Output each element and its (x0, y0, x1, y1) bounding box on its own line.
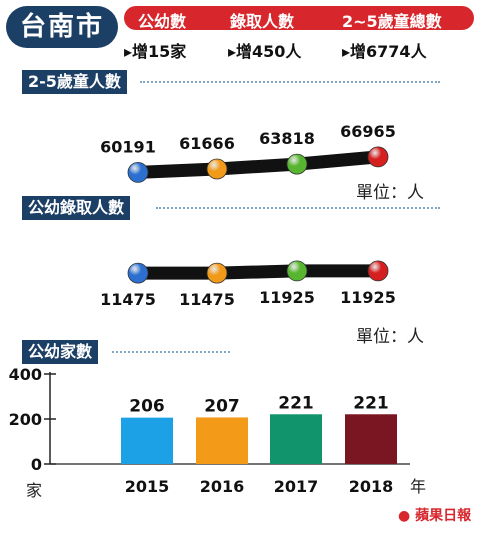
data-point-2017 (286, 153, 308, 175)
data-label-2015: 11475 (100, 290, 156, 309)
bar-value-2015: 206 (129, 397, 165, 417)
bar-2018 (345, 414, 397, 464)
section-enrollment-title: 公幼錄取人數 (22, 196, 131, 220)
unit-label-children: 單位：人 (356, 183, 424, 203)
bar-value-2018: 221 (353, 393, 389, 413)
metric-enrollment: 錄取人數 (230, 12, 295, 31)
apple-icon: ● (398, 508, 411, 524)
section-divider (140, 81, 440, 83)
x-tick-label-2015: 2015 (125, 477, 170, 496)
series-line (131, 264, 385, 280)
bar-value-2016: 207 (204, 396, 240, 416)
metrics-band: 公幼數 錄取人數 2~5歲童總數 (124, 6, 474, 31)
logo-text: 蘋果日報 (415, 508, 472, 524)
data-label-2016: 11475 (179, 290, 235, 309)
data-label-2016: 61666 (179, 134, 235, 153)
data-point-2017 (286, 260, 308, 282)
data-point-2015 (127, 162, 149, 183)
data-point-2018 (367, 260, 389, 282)
data-label-2018: 11925 (340, 288, 396, 307)
x-tick-label-2017: 2017 (274, 477, 319, 496)
unit-label-enrollment: 單位：人 (356, 327, 424, 347)
kindergarten-bar-chart: 0 200 400 206 2015 207 2016 221 2017 221 2018 家 年 (9, 365, 426, 500)
data-label-2018: 66965 (340, 122, 396, 141)
bar-value-2017: 221 (278, 393, 314, 413)
bar-2017 (270, 414, 322, 464)
series-line (131, 150, 385, 179)
y-tick-label: 0 (31, 455, 42, 474)
bar-2015 (121, 417, 173, 464)
change-children: ▸增6774人 (342, 42, 427, 61)
x-tick-label-2018: 2018 (349, 477, 394, 496)
data-label-2017: 11925 (259, 288, 315, 307)
city-badge: 台南市 (6, 6, 118, 48)
y-tick-label: 400 (9, 365, 42, 384)
apple-daily-logo: ● 蘋果日報 (398, 505, 478, 527)
data-point-2016 (206, 262, 228, 284)
section-divider (112, 351, 230, 353)
y-axis-unit: 家 (26, 481, 42, 500)
y-tick-label: 200 (9, 410, 42, 429)
change-kindergartens: ▸增15家 (124, 42, 187, 61)
metric-kindergartens: 公幼數 (138, 12, 187, 31)
children-line-chart: 60191 61666 63818 66965 (100, 122, 396, 183)
x-tick-label-2016: 2016 (200, 477, 245, 496)
section-children-title: 2-5歲童人數 (22, 70, 127, 94)
data-label-2015: 60191 (100, 137, 156, 156)
x-axis-unit: 年 (410, 477, 426, 496)
data-point-2015 (127, 262, 149, 284)
section-divider (156, 207, 440, 209)
data-point-2018 (367, 146, 389, 168)
change-enrollment: ▸增450人 (228, 42, 302, 61)
enrollment-line-chart: 11475 11475 11925 11925 (100, 260, 396, 309)
bar-2016 (196, 417, 248, 464)
metric-children: 2~5歲童總數 (342, 12, 442, 31)
data-point-2016 (206, 158, 228, 180)
data-label-2017: 63818 (259, 129, 315, 148)
section-kindergartens-title: 公幼家數 (22, 340, 99, 364)
